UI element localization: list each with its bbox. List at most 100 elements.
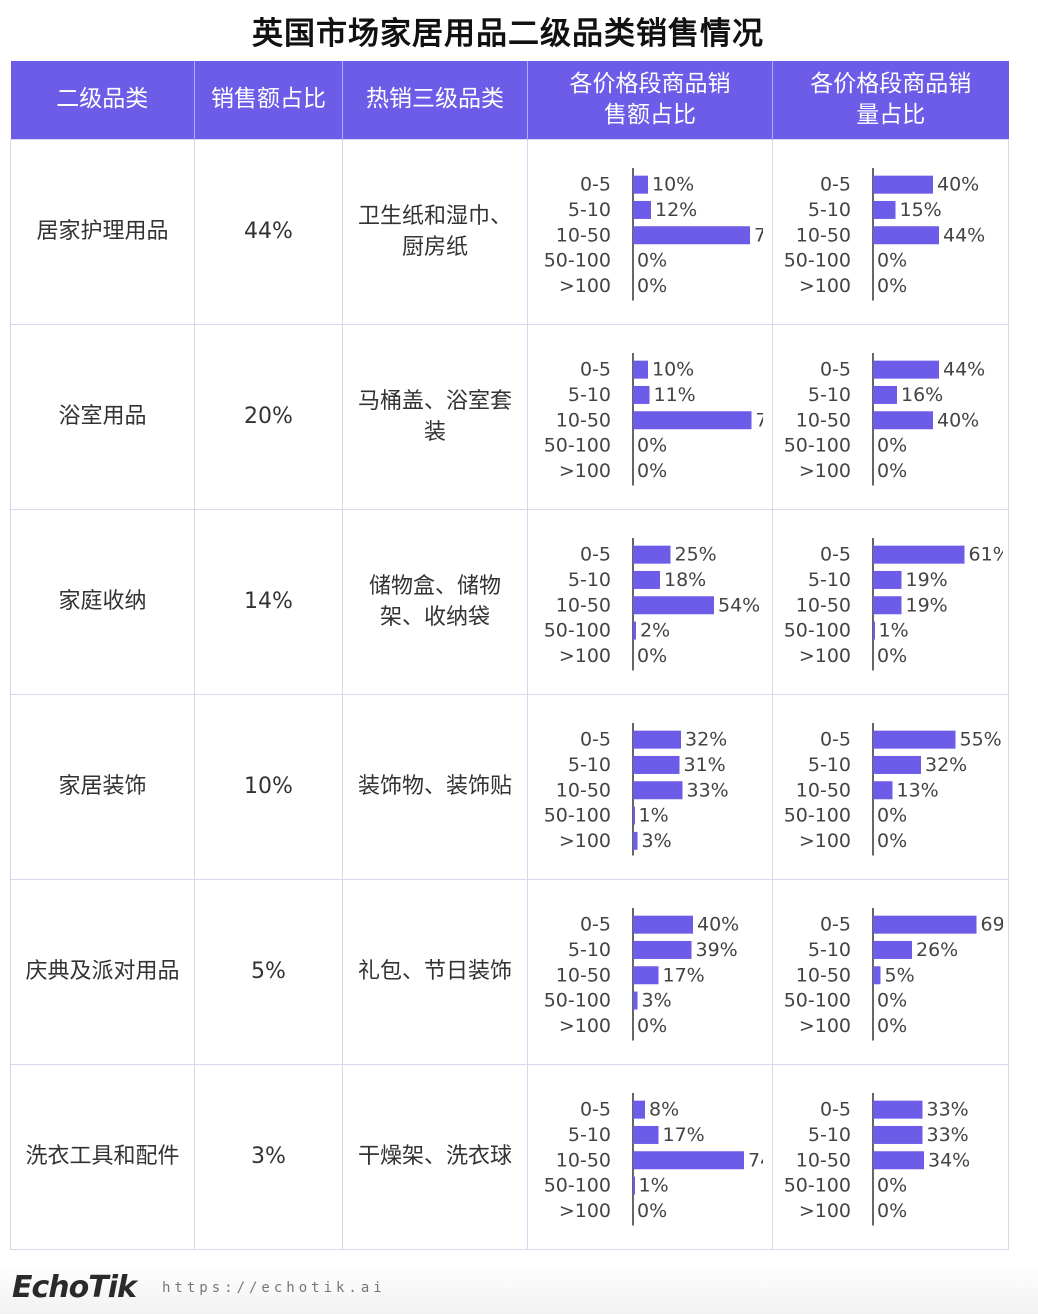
category-cell: 居家护理用品 — [10, 138, 195, 325]
hot-subcategory-cell: 礼包、节日装饰 — [342, 878, 528, 1065]
volume-distribution-chart-2: 0-5 61% 5-10 19% 10-50 19% 50-100 1% >100 0% — [784, 537, 1004, 670]
sales-bar — [632, 1176, 635, 1195]
price-band-label: 50-100 — [543, 989, 610, 1011]
price-band-label: >100 — [558, 1014, 610, 1036]
volume-value-label: 0% — [877, 1174, 907, 1196]
volume-bar — [873, 385, 897, 404]
category-cell: 家庭收纳 — [10, 508, 195, 695]
sales-value-label: 0% — [637, 1014, 667, 1036]
volume-bar — [873, 1100, 923, 1119]
price-band-label: >100 — [558, 274, 610, 296]
price-band-label: 50-100 — [543, 804, 610, 826]
price-band-label: 50-100 — [784, 249, 851, 271]
volume-value-label: 44% — [943, 224, 985, 246]
sales-bar — [632, 780, 682, 799]
volume-distribution-cell: 0-5 69% 5-10 26% 10-50 5% 50-100 0% >100 0% — [772, 878, 1009, 1065]
price-band-label: 10-50 — [796, 779, 851, 801]
sales-value-label: 1% — [638, 804, 668, 826]
sales-value-label: 3% — [641, 989, 671, 1011]
share-cell: 3% — [194, 1063, 343, 1250]
volume-bar — [873, 545, 965, 564]
hot-subcategory-text: 装饰物、装饰贴 — [357, 774, 512, 799]
price-band-label: 0-5 — [820, 173, 851, 195]
volume-value-label: 44% — [943, 358, 985, 380]
price-band-label: 5-10 — [808, 1123, 851, 1145]
volume-distribution-cell: 0-5 55% 5-10 32% 10-50 13% 50-100 0% >100 0% — [772, 693, 1009, 880]
price-band-label: 10-50 — [555, 224, 610, 246]
share-cell: 44% — [194, 138, 343, 325]
price-band-label: 10-50 — [555, 779, 610, 801]
sales-value-label: 25% — [674, 543, 716, 565]
sales-value-label: 0% — [637, 459, 667, 481]
table-row: 家居装饰 10% 装饰物、装饰贴 0-5 32% 5-10 31% 10-50 33% 50-10… — [10, 693, 1009, 880]
category-cell: 庆典及派对用品 — [10, 878, 195, 1065]
sales-bar — [632, 915, 693, 934]
volume-bar — [873, 780, 893, 799]
category-cell: 家居装饰 — [10, 693, 195, 880]
price-band-label: 5-10 — [567, 938, 610, 960]
price-band-label: >100 — [558, 644, 610, 666]
category-table: 二级品类 销售额占比 热销三级品类 各价格段商品销售额占比 各价格段商品销量占比… — [10, 61, 1009, 1250]
sales-distribution-chart-1: 0-5 10% 5-10 11% 10-50 79% 50-100 0% >100 0% — [543, 352, 763, 485]
price-band-label: 10-50 — [796, 224, 851, 246]
sales-bar — [632, 175, 648, 194]
sales-value-label: 17% — [662, 964, 704, 986]
sales-bar — [632, 940, 691, 959]
price-band-label: 0-5 — [579, 1098, 610, 1120]
sales-value-label: 0% — [637, 1199, 667, 1221]
volume-bar — [873, 730, 956, 749]
echotik-logo: EchoTik — [12, 1270, 137, 1305]
volume-distribution-chart-4: 0-5 69% 5-10 26% 10-50 5% 50-100 0% >100 0% — [784, 907, 1003, 1040]
volume-distribution-cell: 0-5 40% 5-10 15% 10-50 44% 50-100 0% >100 0% — [772, 138, 1009, 325]
sales-distribution-chart-3: 0-5 32% 5-10 31% 10-50 33% 50-100 1% >100 3% — [543, 722, 728, 855]
sales-bar — [632, 1150, 744, 1169]
sales-value-label: 0% — [637, 274, 667, 296]
volume-bar — [873, 595, 902, 614]
price-band-label: 5-10 — [808, 938, 851, 960]
sales-bar — [632, 545, 670, 564]
price-band-label: 0-5 — [579, 913, 610, 935]
sales-bar — [632, 755, 679, 774]
price-band-label: 0-5 — [820, 913, 851, 935]
price-band-label: >100 — [799, 1199, 851, 1221]
hot-subcategory-cell: 装饰物、装饰贴 — [342, 693, 528, 880]
volume-bar — [873, 570, 902, 589]
share-cell: 10% — [194, 693, 343, 880]
volume-value-label: 61% — [969, 543, 1004, 565]
chart-title: 英国市场家居用品二级品类销售情况 — [252, 16, 764, 52]
price-band-label: 5-10 — [567, 753, 610, 775]
price-band-label: 10-50 — [796, 409, 851, 431]
volume-value-label: 1% — [879, 619, 909, 641]
volume-value-label: 0% — [877, 804, 907, 826]
volume-bar — [873, 1150, 924, 1169]
price-band-label: >100 — [799, 829, 851, 851]
volume-value-label: 40% — [937, 173, 979, 195]
sales-bar — [632, 570, 660, 589]
sales-value-label: 18% — [664, 568, 706, 590]
volume-bar — [873, 175, 933, 194]
sales-bar — [632, 225, 750, 244]
sales-bar — [632, 200, 651, 219]
price-band-label: >100 — [799, 459, 851, 481]
volume-value-label: 33% — [927, 1098, 969, 1120]
price-band-label: 10-50 — [796, 964, 851, 986]
price-band-label: 50-100 — [784, 434, 851, 456]
volume-value-label: 26% — [916, 938, 958, 960]
header-category: 二级品类 — [10, 61, 195, 139]
price-band-label: 50-100 — [543, 249, 610, 271]
sales-value-label: 78% — [754, 224, 763, 246]
sales-bar — [632, 621, 636, 640]
price-band-label: 5-10 — [567, 383, 610, 405]
price-band-label: >100 — [558, 1199, 610, 1221]
sales-distribution-cell: 0-5 10% 5-10 11% 10-50 79% 50-100 0% >100 0% — [527, 323, 773, 510]
volume-bar — [873, 410, 933, 429]
volume-distribution-chart-3: 0-5 55% 5-10 32% 10-50 13% 50-100 0% >100 0% — [784, 722, 1002, 855]
sales-distribution-cell: 0-5 40% 5-10 39% 10-50 17% 50-100 3% >100 0% — [527, 878, 773, 1065]
footer-url: https://echotik.ai — [162, 1280, 386, 1296]
header-volume-dist-text: 各价格段商品销量占比 — [810, 70, 972, 128]
volume-bar — [873, 225, 939, 244]
sales-distribution-chart-4: 0-5 40% 5-10 39% 10-50 17% 50-100 3% >100 0% — [543, 907, 739, 1040]
header-sales-dist-text: 各价格段商品销售额占比 — [569, 70, 731, 128]
hot-subcategory-text: 储物盒、储物架、收纳袋 — [368, 573, 501, 630]
